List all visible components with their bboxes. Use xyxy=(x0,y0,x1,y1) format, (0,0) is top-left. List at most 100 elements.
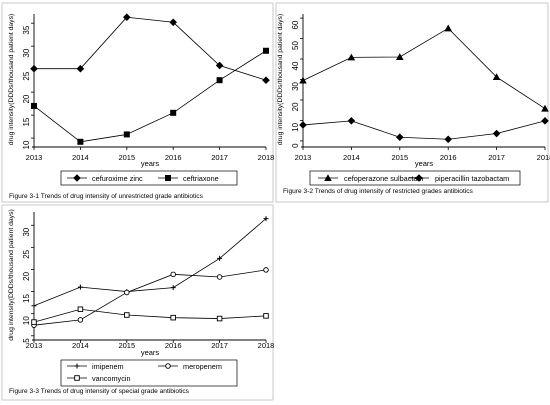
data-point xyxy=(170,314,176,321)
x-tick-label: 2013 xyxy=(26,153,43,162)
data-point xyxy=(31,102,37,109)
data-point xyxy=(299,76,307,84)
y-tick-label: 15 xyxy=(22,294,31,303)
legend-label: meropenem xyxy=(183,362,222,371)
x-tick-label: 2014 xyxy=(72,153,89,162)
x-tick-label: 2013 xyxy=(26,341,43,350)
data-point xyxy=(124,289,130,296)
y-tick-label: 20 xyxy=(22,94,31,103)
chart-fig-3-1: 10 15 20 25 30 35 2013 2014 2015 2016 2017 2018 year… xyxy=(1,2,275,203)
y-axis-label: drug intensity(DDDs/thousand patient day… xyxy=(8,14,15,145)
x-axis-label: years xyxy=(141,159,160,168)
legend-label: ceftriaxone xyxy=(183,174,219,183)
data-point xyxy=(217,255,223,261)
data-point xyxy=(77,317,84,323)
legend-box xyxy=(309,170,521,186)
x-tick-label: 2015 xyxy=(391,153,408,162)
data-point xyxy=(123,131,130,138)
series-line xyxy=(302,27,546,109)
y-tick-label: 25 xyxy=(22,71,31,80)
y-tick-label: 25 xyxy=(22,249,31,258)
series-line xyxy=(33,308,267,323)
panel-frame xyxy=(1,2,274,203)
series-line xyxy=(33,269,267,326)
data-point xyxy=(216,77,223,84)
y-tick-label: 15 xyxy=(22,117,31,126)
data-point xyxy=(541,117,549,125)
x-tick-label: 2018 xyxy=(258,153,275,162)
data-point xyxy=(77,306,84,313)
y-tick-label: 10 xyxy=(291,122,300,131)
data-point xyxy=(124,312,130,318)
y-tick-label: 50 xyxy=(291,41,300,50)
legend-marker xyxy=(74,375,80,381)
data-point xyxy=(492,129,501,138)
legend-marker xyxy=(74,363,80,369)
data-point xyxy=(492,73,501,81)
data-point xyxy=(299,121,307,129)
series-ceftriaxone xyxy=(31,47,269,145)
legend-marker xyxy=(73,174,81,182)
data-point xyxy=(216,315,223,322)
figure-caption: Figure 3-2 Trends of drug intensity of r… xyxy=(283,188,474,195)
x-tick-label: 2014 xyxy=(343,153,360,162)
y-tick-label: 10 xyxy=(22,316,31,325)
series-line xyxy=(34,16,267,81)
data-point xyxy=(396,53,404,60)
series-piperacillin-tazobactam xyxy=(299,117,549,144)
x-tick-label: 2015 xyxy=(118,341,135,350)
x-tick-label: 2017 xyxy=(488,153,505,162)
y-tick-label: 60 xyxy=(291,20,300,29)
x-tick-label: 2013 xyxy=(295,153,312,162)
y-tick-label: 0 xyxy=(291,143,300,148)
y-axis-label: drug intensity(DDDs/thousand patient day… xyxy=(277,14,284,145)
data-point xyxy=(170,285,176,291)
data-point xyxy=(262,76,270,84)
data-point xyxy=(123,13,131,22)
series-vancomycin xyxy=(31,306,269,325)
legend-marker xyxy=(324,174,332,181)
legend-marker xyxy=(165,175,171,181)
data-point xyxy=(263,47,269,54)
series-cefoperazone-sulbactam xyxy=(299,24,549,112)
x-tick-label: 2016 xyxy=(440,153,457,162)
legend-marker xyxy=(415,174,423,182)
data-point xyxy=(347,53,356,61)
x-tick-label: 2014 xyxy=(72,341,89,350)
y-tick-label: 40 xyxy=(291,61,300,70)
x-axis-label: years xyxy=(141,348,160,357)
x-tick-label: 2017 xyxy=(211,153,228,162)
y-tick-label: 20 xyxy=(22,271,31,280)
series-imipenem xyxy=(31,216,269,309)
data-point xyxy=(31,303,37,309)
data-point xyxy=(170,109,177,116)
legend-marker xyxy=(165,363,171,369)
y-tick-label: 30 xyxy=(291,81,300,90)
data-point xyxy=(263,216,269,222)
legend-label: vancomycin xyxy=(92,374,131,383)
data-point xyxy=(77,138,84,145)
panel-frame xyxy=(275,2,549,203)
y-axis-label: drug intensity(DDDs/thousand patient day… xyxy=(8,209,15,340)
legend-label: piperacillin tazobactam xyxy=(435,174,509,183)
figure-caption: Figure 3-3 Trends of drug intensity of s… xyxy=(9,388,190,395)
series-meropenem xyxy=(31,267,269,328)
x-tick-label: 2016 xyxy=(165,153,182,162)
chart-fig-3-3: 5 10 15 20 25 30 2013 2014 2015 2016 2017 2018 years… xyxy=(1,204,274,401)
data-point xyxy=(396,133,404,142)
legend-label: cefuroxime zinc xyxy=(92,174,143,183)
x-tick-label: 2015 xyxy=(118,153,135,162)
data-point xyxy=(347,117,356,125)
y-tick-label: 35 xyxy=(22,25,31,34)
y-tick-label: 20 xyxy=(291,102,300,111)
data-point xyxy=(444,24,452,32)
y-tick-label: 5 xyxy=(22,338,31,343)
legend-box xyxy=(60,359,238,387)
data-point xyxy=(170,271,176,278)
data-point xyxy=(541,104,549,112)
x-tick-label: 2016 xyxy=(165,341,182,350)
series-line xyxy=(33,50,267,143)
legend-label: cefoperazone sulbactam xyxy=(344,174,424,183)
data-point xyxy=(77,284,83,290)
